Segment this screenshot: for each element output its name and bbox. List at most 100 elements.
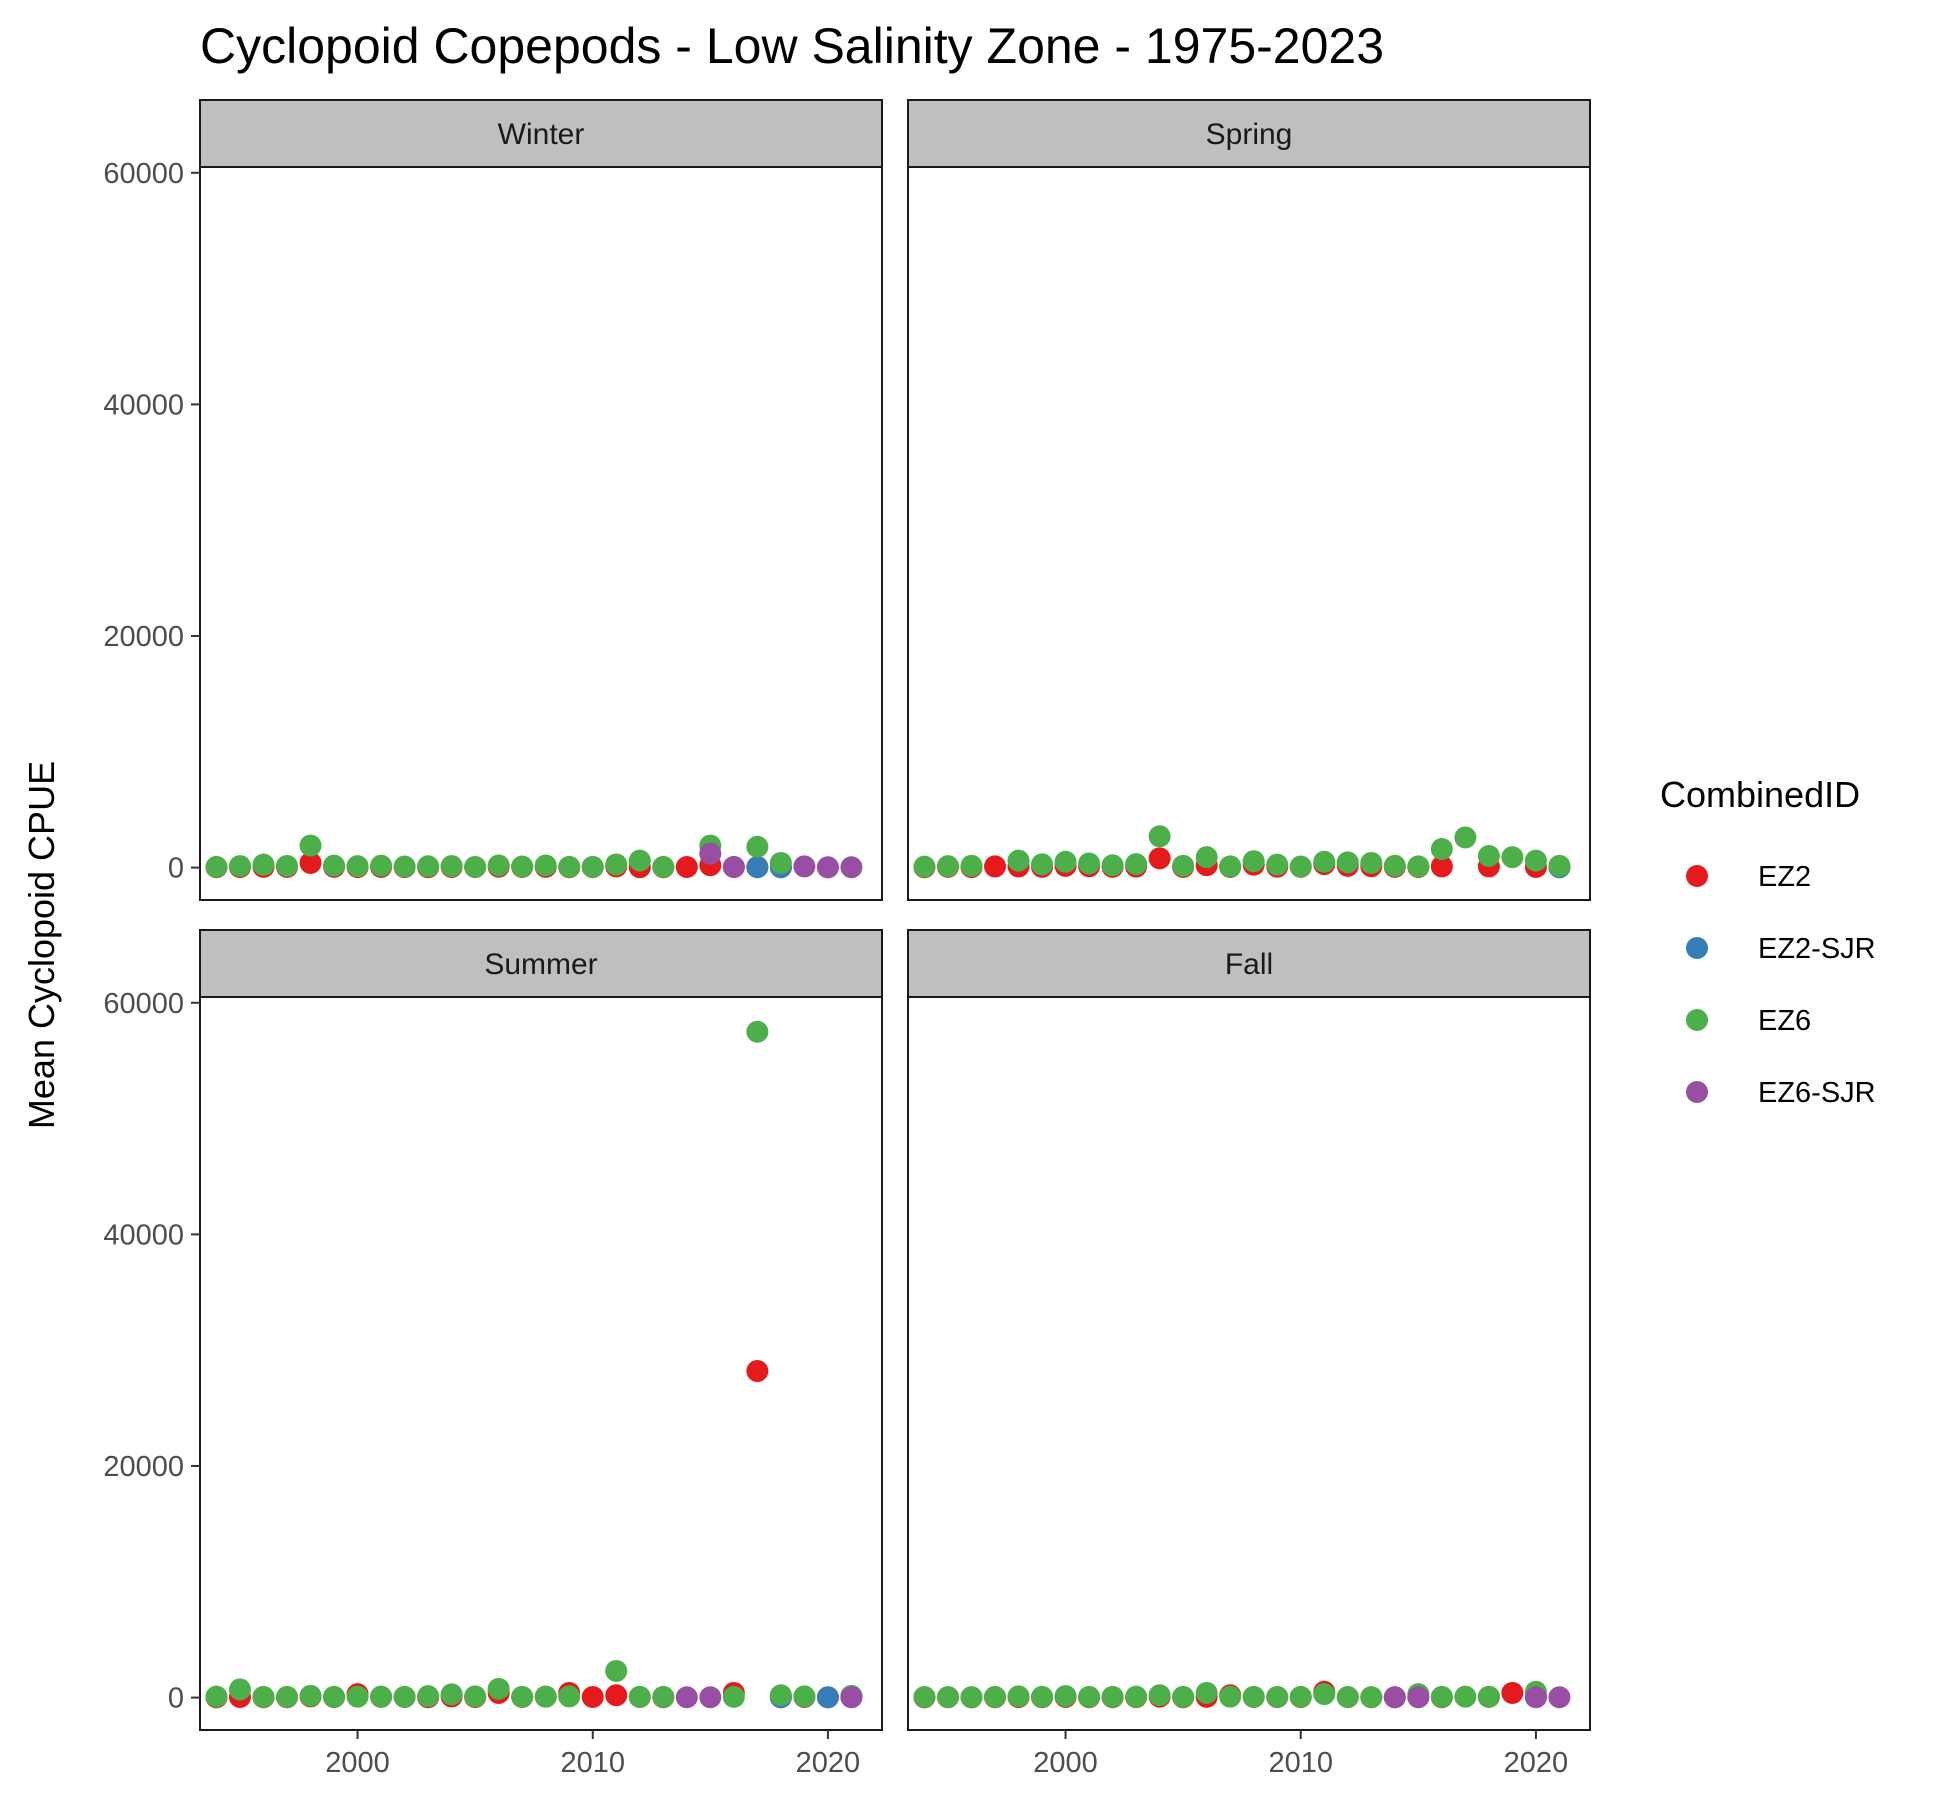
panel-fall: Fall 2000 2010 2020 <box>907 929 1591 1779</box>
data-point <box>1266 853 1289 876</box>
panel-strip-label: Winter <box>498 118 585 151</box>
series-ez6-sjr <box>1383 1686 1571 1709</box>
x-tick-label: 2020 <box>796 1747 861 1779</box>
data-point <box>913 855 936 878</box>
data-point <box>722 855 745 878</box>
data-point <box>722 1685 745 1708</box>
data-point <box>1336 851 1359 874</box>
series-ez6-sjr <box>675 1686 863 1709</box>
legend: CombinedID EZ2 EZ2-SJR EZ6 EZ6-SJR <box>1660 774 1876 1109</box>
data-point <box>1031 853 1054 876</box>
data-point <box>1054 850 1077 873</box>
data-point <box>205 855 228 878</box>
panel-summer: Summer 0 20000 40000 60000 2000 2010 2020 <box>103 929 883 1779</box>
data-point <box>1336 1685 1359 1708</box>
data-point <box>440 1683 463 1706</box>
y-tick-label: 0 <box>168 853 184 885</box>
data-point <box>1313 1683 1336 1706</box>
data-point <box>1195 846 1218 869</box>
data-point <box>769 1684 792 1707</box>
x-tick-label: 2000 <box>1033 1747 1098 1779</box>
facet-panels: Winter 0 20000 40000 60000 Spring Summer 0 20000… <box>103 99 1591 1779</box>
data-point <box>960 854 983 877</box>
data-point <box>1407 1686 1430 1709</box>
panel-background <box>908 167 1590 900</box>
panel-strip-label: Spring <box>1206 118 1293 151</box>
y-tick-label: 60000 <box>103 988 184 1020</box>
panel-strip-fall <box>907 929 1591 998</box>
data-point <box>769 851 792 874</box>
data-point <box>1360 851 1383 874</box>
data-point <box>1383 1686 1406 1709</box>
legend-item-ez6: EZ6 <box>1686 1005 1811 1037</box>
data-point <box>558 1685 581 1708</box>
data-point <box>1313 850 1336 873</box>
data-point <box>1078 1685 1101 1708</box>
legend-key <box>1686 937 1708 959</box>
data-point <box>913 1685 936 1708</box>
data-point <box>511 855 534 878</box>
panel-strip-label: Summer <box>484 948 597 981</box>
data-point <box>840 856 863 879</box>
data-point <box>1289 855 1312 878</box>
data-point <box>840 1686 863 1709</box>
series-ez6 <box>913 825 1571 878</box>
data-point <box>1430 838 1453 861</box>
x-tick-label: 2010 <box>1268 1747 1333 1779</box>
data-point <box>746 835 769 858</box>
data-point <box>558 855 581 878</box>
data-point <box>1548 854 1571 877</box>
data-point <box>346 855 369 878</box>
data-point <box>323 1685 346 1708</box>
data-point <box>1501 1681 1524 1704</box>
data-point <box>984 1685 1007 1708</box>
data-point <box>960 1686 983 1709</box>
data-point <box>252 1685 275 1708</box>
legend-label: EZ2 <box>1758 861 1811 893</box>
data-point <box>1524 1686 1547 1709</box>
data-point <box>1360 1686 1383 1709</box>
data-point <box>1289 1685 1312 1708</box>
data-point <box>816 1686 839 1709</box>
data-point <box>1430 855 1453 878</box>
panel-background <box>200 997 882 1730</box>
data-point <box>1266 1685 1289 1708</box>
y-tick-label: 20000 <box>103 1451 184 1483</box>
panel-border <box>907 166 1591 901</box>
legend-item-ez2-sjr: EZ2-SJR <box>1686 933 1876 965</box>
data-point <box>393 855 416 878</box>
data-point <box>581 855 604 878</box>
panel-winter: Winter 0 20000 40000 60000 <box>103 99 883 901</box>
series-ez6-sjr <box>699 842 863 879</box>
data-point <box>299 834 322 857</box>
data-point <box>1101 1685 1124 1708</box>
data-point <box>417 1685 440 1708</box>
data-point <box>746 856 769 879</box>
data-point <box>1548 1686 1571 1709</box>
data-point <box>628 1685 651 1708</box>
data-point <box>487 854 510 877</box>
data-point <box>652 855 675 878</box>
data-point <box>228 855 251 878</box>
data-point <box>464 855 487 878</box>
data-point <box>1477 844 1500 867</box>
data-point <box>511 1685 534 1708</box>
data-point <box>1125 853 1148 876</box>
data-point <box>675 855 698 878</box>
legend-key <box>1686 1081 1708 1103</box>
chart-title: Cyclopoid Copepods - Low Salinity Zone -… <box>200 18 1384 74</box>
data-point <box>746 1360 769 1383</box>
data-point <box>746 1020 769 1043</box>
panel-strip-summer <box>199 929 883 998</box>
data-point <box>346 1685 369 1708</box>
data-point <box>440 855 463 878</box>
data-point <box>323 854 346 877</box>
data-point <box>370 854 393 877</box>
panel-strip-label: Fall <box>1225 948 1273 981</box>
data-point <box>205 1685 228 1708</box>
x-tick-label: 2010 <box>560 1747 625 1779</box>
data-point <box>699 1686 722 1709</box>
data-point <box>1524 849 1547 872</box>
data-point <box>605 853 628 876</box>
